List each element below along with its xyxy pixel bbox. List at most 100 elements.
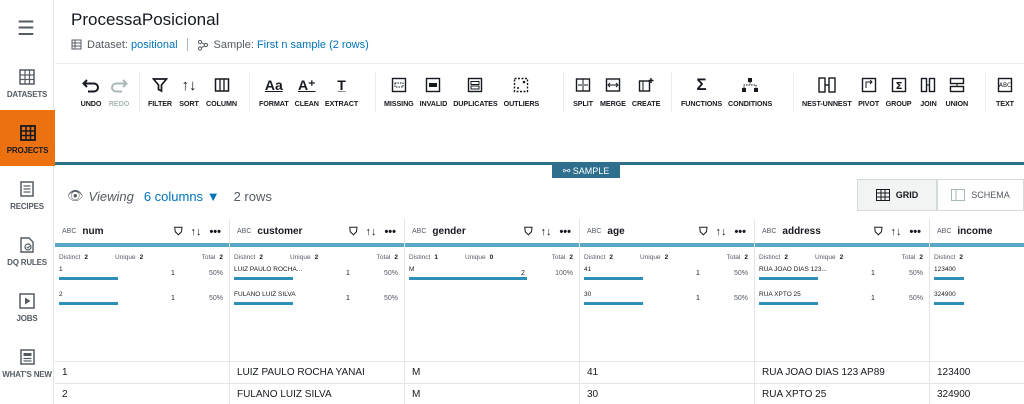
value-name: RUA JOAO DIAS 123... [759, 266, 827, 273]
extract-button[interactable]: T̲ EXTRACT [325, 74, 358, 108]
schema-view-button[interactable]: SCHEMA [937, 179, 1024, 211]
column-more-icon[interactable]: ••• [384, 226, 396, 238]
column-header[interactable]: ABC income [930, 219, 1024, 247]
stat-value: 2 [139, 253, 144, 261]
column-filter-icon[interactable]: ⛉ [874, 226, 883, 238]
dataset-icon [71, 39, 82, 50]
value-name: RUA XPTO 25 [759, 291, 801, 298]
column-header[interactable]: ABC address ⛉ ↑↓ ••• [755, 219, 929, 247]
column-more-icon[interactable]: ••• [909, 226, 921, 238]
column-name: customer [257, 225, 303, 237]
table-cell: M [412, 389, 421, 400]
stat-value: 2 [784, 253, 788, 261]
table-row[interactable]: 1 LUIZ PAULO ROCHA YANAI M 41 RUA JOAO DIAS … [55, 361, 1024, 383]
column-filter-icon[interactable]: ⛉ [524, 226, 533, 238]
dataset-link[interactable]: positional [131, 38, 178, 51]
toolbar-group-clean: MISSING INVALID DUPLICATES OUTLIERS [381, 64, 542, 114]
create-button[interactable]: CREATE [632, 74, 660, 108]
sidebar-item-projects[interactable]: PROJECTS [0, 110, 55, 166]
pivot-label: PIVOT [858, 99, 880, 108]
projects-grid-icon [19, 125, 36, 141]
pivot-button[interactable]: PIVOT [858, 74, 880, 108]
column-sort-icon[interactable]: ↑↓ [365, 226, 377, 238]
column-header[interactable]: ABC age ⛉ ↑↓ ••• [580, 219, 754, 247]
stat-total: Total 2 [377, 254, 398, 261]
column-filter-icon[interactable]: ⛉ [349, 226, 358, 238]
split-button[interactable]: SPLIT [572, 74, 594, 108]
column-name: gender [432, 225, 466, 237]
table-cell: M [412, 367, 421, 378]
column-filter-icon[interactable]: ⛉ [174, 226, 183, 238]
value-frequency-bar [584, 277, 643, 280]
column-more-icon[interactable]: ••• [559, 226, 571, 238]
functions-button[interactable]: Σ FUNCTIONS [681, 74, 722, 108]
sidebar-item-jobs[interactable]: JOBS [0, 292, 54, 338]
table-row[interactable]: 2 FULANO LUIZ SILVA M 30 RUA XPTO 25 324900 [55, 383, 1024, 404]
value-distribution-row[interactable]: 324900 [930, 289, 1024, 314]
column-header[interactable]: ABC gender ⛉ ↑↓ ••• [405, 219, 579, 247]
missing-button[interactable]: MISSING [384, 74, 414, 108]
stat-value: 2 [259, 253, 263, 261]
column-sort-icon[interactable]: ↑↓ [190, 226, 202, 238]
value-distribution-row[interactable]: 123400 [930, 264, 1024, 289]
sidebar-item-whats-new[interactable]: WHAT'S NEW [0, 348, 54, 394]
undo-button[interactable]: UNDO [80, 74, 102, 108]
outliers-button[interactable]: OUTLIERS [504, 74, 539, 108]
sidebar-item-dq-rules[interactable]: DQ RULES [0, 236, 54, 282]
value-distribution-row[interactable]: M 2 100% [405, 264, 579, 289]
join-button[interactable]: JOIN [917, 74, 939, 108]
grid-column: ABC num ⛉ ↑↓ ••• Distinct 2 Unique 2 Total 2 1 1 50% 2… [55, 219, 230, 404]
duplicates-button[interactable]: DUPLICATES [453, 74, 498, 108]
invalid-button[interactable]: INVALID [420, 74, 447, 108]
value-distribution-row[interactable]: 30 1 50% [580, 289, 754, 314]
stat-distinct: Distinct 2 [234, 254, 263, 261]
recipe-icon [20, 181, 34, 197]
redo-button[interactable]: REDO [108, 74, 130, 108]
column-sort-icon[interactable]: ↑↓ [890, 226, 902, 238]
column-sort-icon[interactable]: ↑↓ [540, 226, 552, 238]
stat-value: 2 [839, 253, 844, 261]
stat-value: 2 [919, 253, 923, 261]
sample-label: Sample: [213, 38, 254, 51]
value-distribution-row[interactable]: LUIZ PAULO ROCHA... 1 50% [230, 264, 404, 289]
value-distribution-row[interactable]: 2 1 50% [55, 289, 229, 314]
column-header[interactable]: ABC customer ⛉ ↑↓ ••• [230, 219, 404, 247]
group-button[interactable]: Σ GROUP [886, 74, 912, 108]
format-button[interactable]: Aa FORMAT [259, 74, 289, 108]
column-filter-icon[interactable]: ⛉ [699, 226, 708, 238]
sort-button[interactable]: ↑↓ SORT [178, 74, 200, 109]
value-distribution-row[interactable]: 41 1 50% [580, 264, 754, 289]
value-distribution-row[interactable]: 1 1 50% [55, 264, 229, 289]
value-distribution-row[interactable]: RUA XPTO 25 1 50% [755, 289, 929, 314]
hamburger-menu-icon[interactable]: ☰ [17, 18, 35, 40]
column-header[interactable]: ABC num ⛉ ↑↓ ••• [55, 219, 229, 247]
clean-button[interactable]: A⁺ CLEAN [295, 74, 319, 109]
sample-tag: ⚯ SAMPLE [552, 164, 620, 178]
sample-link[interactable]: First n sample (2 rows) [256, 38, 369, 51]
merge-button[interactable]: MERGE [600, 74, 626, 108]
sidebar-item-recipes[interactable]: RECIPES [0, 180, 54, 226]
column-name: income [957, 225, 993, 237]
nest-unnest-button[interactable]: NEST-UNNEST [802, 74, 852, 108]
stat-label: Unique [115, 253, 136, 261]
column-more-icon[interactable]: ••• [734, 226, 746, 238]
value-percent: 50% [733, 270, 748, 277]
grid-view-button[interactable]: GRID [857, 179, 937, 211]
join-icon [921, 77, 936, 93]
toolbar-group-format: Aa FORMAT A⁺ CLEAN T̲ EXTRACT [256, 64, 361, 114]
value-frequency-bar [409, 277, 527, 280]
value-distribution-row[interactable]: FULANO LUIZ SILVA 1 50% [230, 289, 404, 314]
svg-text:ABC: ABC [999, 82, 1011, 89]
toolbar-group-transform: NEST-UNNEST PIVOT Σ GROUP JOIN UNION [799, 64, 971, 114]
sidebar-item-datasets[interactable]: DATASETS [0, 68, 54, 114]
sidebar-item-label: RECIPES [10, 202, 44, 211]
column-sort-icon[interactable]: ↑↓ [715, 226, 727, 238]
value-distribution-row[interactable]: RUA JOAO DIAS 123... 1 50% [755, 264, 929, 289]
column-button[interactable]: COLUMN [206, 74, 237, 108]
column-more-icon[interactable]: ••• [209, 226, 221, 238]
text-button[interactable]: ABC TEXT [994, 74, 1016, 108]
union-button[interactable]: UNION [945, 74, 968, 108]
filter-button[interactable]: FILTER [148, 74, 172, 108]
columns-dropdown[interactable]: 6 columns ▼ [144, 189, 220, 204]
conditions-button[interactable]: CONDITIONS [728, 74, 772, 108]
